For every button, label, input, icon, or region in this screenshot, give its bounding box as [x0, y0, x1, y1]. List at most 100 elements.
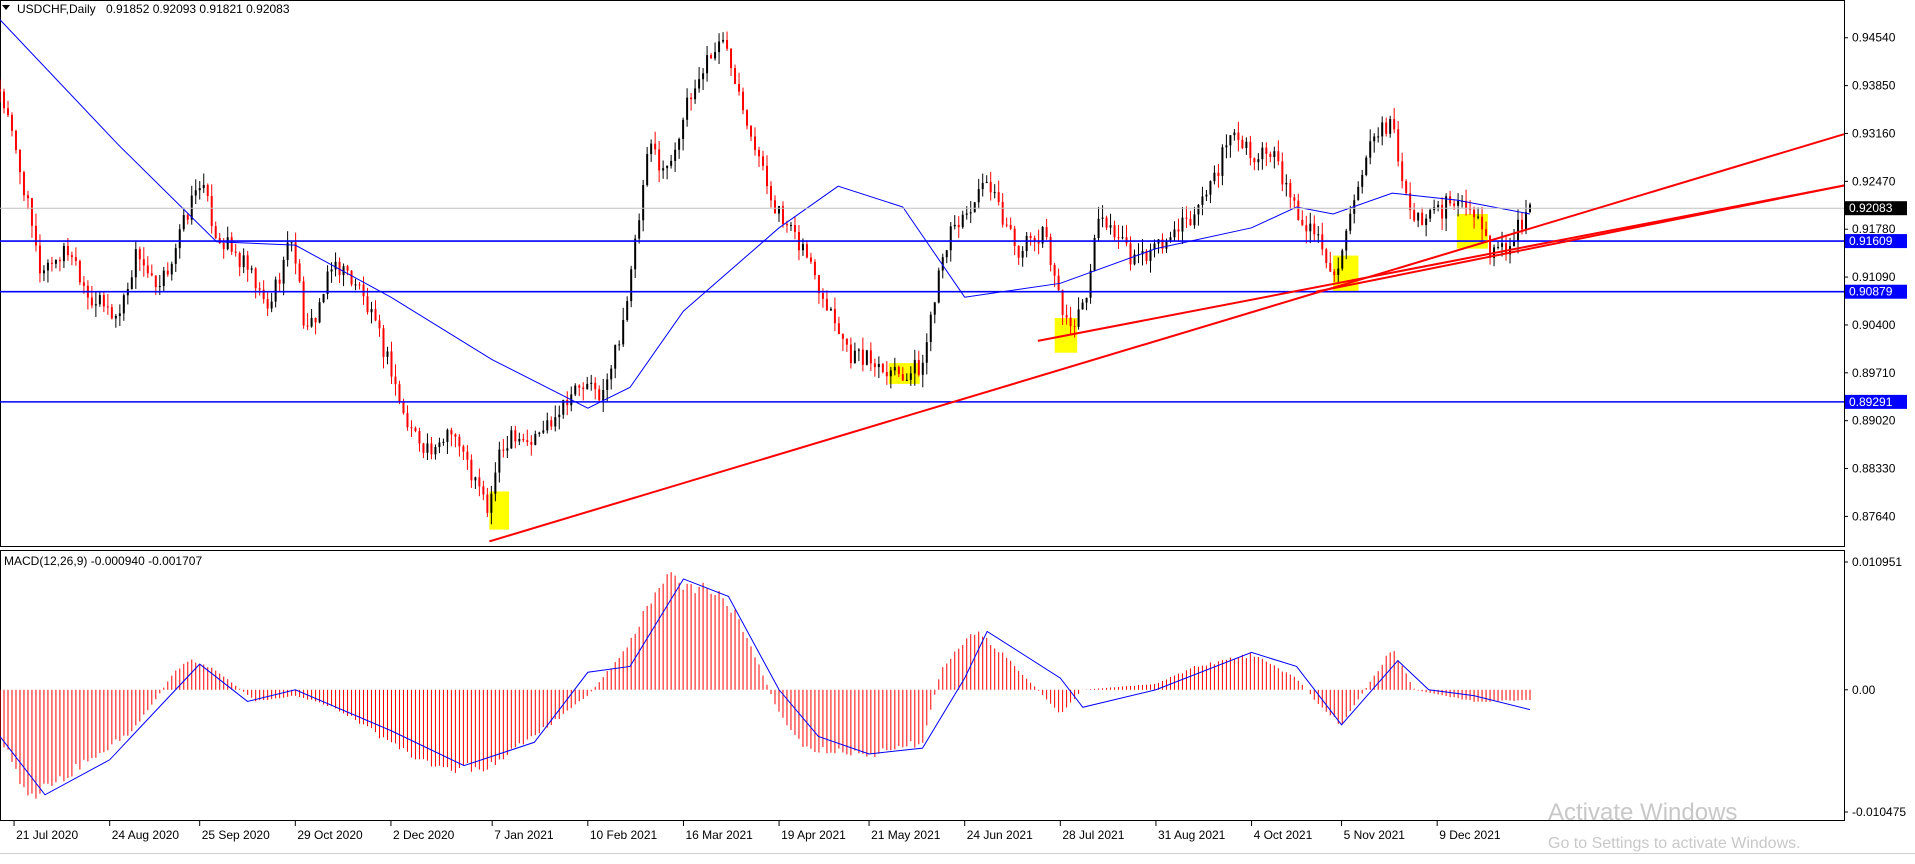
candle-body: [1469, 207, 1472, 210]
candle-body: [38, 245, 41, 274]
candle-body: [1269, 153, 1272, 157]
candle-body: [1381, 122, 1384, 137]
candle-body: [154, 275, 157, 288]
candle-body: [186, 215, 189, 220]
candle-body: [106, 306, 109, 308]
candle-body: [758, 149, 761, 157]
candle-body: [1005, 224, 1008, 226]
candle-body: [1225, 145, 1228, 148]
candle-body: [270, 301, 273, 309]
candle-body: [1441, 204, 1444, 219]
candle-body: [1249, 141, 1252, 159]
candle-body: [34, 225, 37, 246]
candle-body: [326, 271, 329, 294]
candle-body: [1521, 219, 1524, 230]
trendline-2[interactable]: [1037, 184, 1845, 342]
candle-body: [1057, 275, 1060, 291]
candle-body: [881, 363, 884, 373]
candle-body: [1085, 297, 1088, 303]
macd-signal: [0, 578, 1531, 796]
candle-body: [718, 41, 721, 53]
candle-body: [1277, 151, 1280, 162]
candle-body: [526, 440, 529, 442]
candle-body: [170, 263, 173, 275]
activate-windows-subtitle: Go to Settings to activate Windows.: [1548, 835, 1801, 852]
price-tick-label: 0.88330: [1852, 462, 1896, 476]
candle-body: [897, 367, 900, 375]
candle-body: [670, 160, 673, 166]
candle-body: [166, 270, 169, 275]
time-tick-label: 10 Feb 2021: [590, 828, 658, 842]
candle-body: [1489, 235, 1492, 258]
candle-body: [961, 214, 964, 228]
candle-body: [957, 224, 960, 228]
candle-body: [446, 429, 449, 442]
candle-body: [1209, 181, 1212, 195]
candle-body: [354, 284, 357, 286]
candle-body: [118, 313, 121, 316]
candle-body: [290, 242, 293, 244]
candle-body: [1377, 136, 1380, 138]
candle-body: [833, 308, 836, 324]
moving-average-line: [0, 19, 1531, 409]
price-tick-label: 0.89710: [1852, 366, 1896, 380]
candle-body: [366, 296, 369, 313]
candle-body: [714, 52, 717, 59]
candle-body: [634, 238, 637, 270]
candle-body: [486, 494, 489, 513]
macd-tick-label: 0.00: [1852, 683, 1876, 697]
candle-body: [1229, 135, 1232, 146]
trendlines[interactable]: [489, 133, 1845, 543]
candle-body: [1445, 196, 1448, 219]
candle-body: [921, 362, 924, 375]
candle-body: [150, 273, 153, 276]
candle-body: [1237, 132, 1240, 140]
horizontal-levels[interactable]: 0.91609 0.90879 0.89291: [0, 234, 1907, 409]
candle-body: [314, 317, 317, 323]
candle-body: [298, 263, 301, 282]
candle-body: [98, 295, 101, 305]
candle-body: [522, 438, 525, 441]
candle-body: [901, 374, 904, 381]
candle-body: [74, 257, 77, 261]
candle-body: [386, 351, 389, 357]
candle-body: [254, 268, 257, 289]
time-tick-label: 21 Jul 2020: [16, 828, 78, 842]
candle-body: [554, 417, 557, 427]
macd-histogram: [0, 572, 1531, 799]
candle-body: [410, 427, 413, 429]
candle-body: [877, 363, 880, 368]
trendline-3[interactable]: [1316, 184, 1845, 293]
trendline-1[interactable]: [489, 133, 1845, 543]
time-tick-label: 5 Nov 2021: [1344, 828, 1406, 842]
candle-body: [1065, 315, 1068, 318]
candle-body: [1525, 212, 1528, 230]
candle-body: [274, 279, 277, 302]
candle-body: [578, 385, 581, 388]
candle-body: [134, 249, 137, 278]
candle-body: [1241, 139, 1244, 148]
support-level-value: 0.90879: [1849, 285, 1893, 299]
candle-body: [1449, 196, 1452, 204]
candlesticks: [0, 31, 1531, 525]
candle-body: [582, 387, 585, 390]
candle-body: [658, 149, 661, 171]
candle-body: [1001, 202, 1004, 225]
candle-body: [1049, 237, 1052, 265]
collapse-triangle-icon[interactable]: [2, 5, 10, 10]
candle-body: [450, 429, 453, 435]
support-level-value: 0.89291: [1849, 395, 1893, 409]
candle-body: [969, 212, 972, 214]
candle-body: [350, 270, 353, 285]
candle-body: [710, 55, 713, 59]
candle-body: [394, 376, 397, 385]
candle-body: [250, 268, 253, 270]
candle-body: [1317, 234, 1320, 236]
candle-body: [722, 39, 725, 42]
candle-body: [10, 115, 13, 131]
candle-body: [318, 302, 321, 323]
candle-body: [1361, 175, 1364, 187]
candle-body: [402, 401, 405, 414]
candle-body: [58, 260, 61, 262]
